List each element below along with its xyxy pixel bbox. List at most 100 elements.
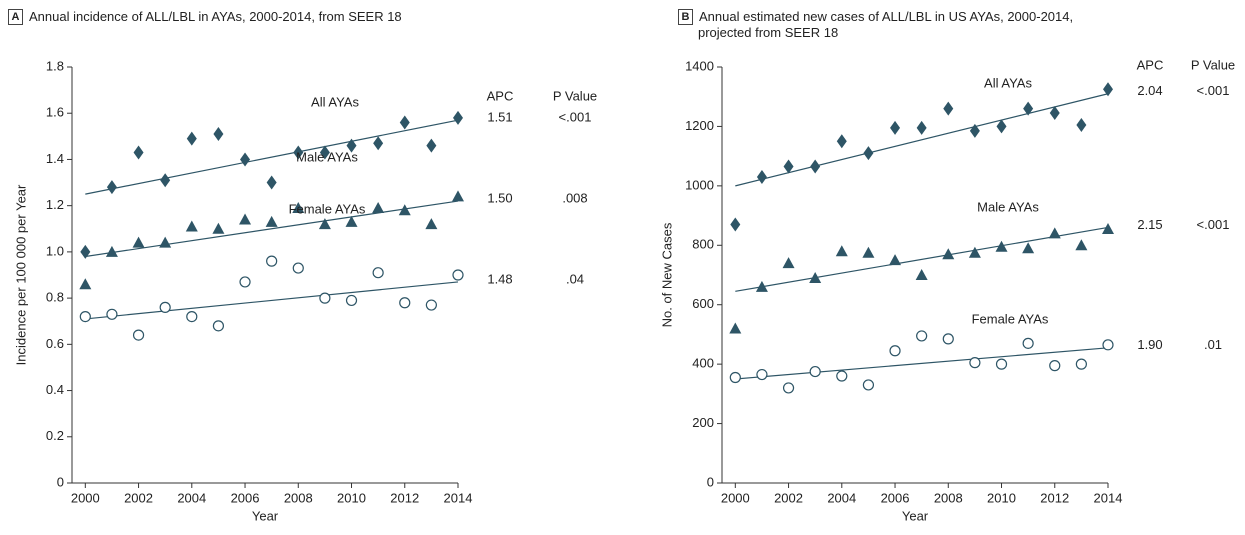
point	[293, 145, 304, 160]
point	[132, 236, 145, 248]
y-tick-label: 0.8	[46, 290, 64, 305]
point	[890, 120, 901, 135]
y-tick-label: 1000	[685, 177, 714, 192]
point	[836, 134, 847, 149]
point	[239, 213, 252, 225]
point	[996, 119, 1007, 134]
panel-letter: A	[8, 9, 23, 25]
apc-value: 1.90	[1137, 337, 1162, 352]
point	[319, 292, 331, 304]
x-tick-label: 2010	[337, 490, 366, 505]
point	[372, 267, 384, 279]
point	[969, 123, 980, 138]
point	[373, 136, 384, 151]
y-tick-label: 1.2	[46, 197, 64, 212]
series-label: Female AYAs	[289, 201, 366, 216]
y-tick-label: 600	[692, 296, 714, 311]
apc-value: 1.51	[487, 110, 512, 125]
point	[212, 320, 225, 332]
point	[159, 301, 171, 313]
trend-line	[85, 119, 459, 195]
point	[809, 365, 821, 378]
point	[398, 204, 411, 216]
point	[318, 218, 331, 230]
point	[916, 120, 927, 135]
point	[782, 257, 795, 269]
point	[186, 131, 197, 146]
point	[79, 278, 92, 290]
point	[240, 152, 251, 167]
panel-title: B Annual estimated new cases of ALL/LBL i…	[678, 9, 1098, 40]
p-value: <.001	[559, 110, 592, 125]
x-tick-label: 2012	[1040, 490, 1069, 505]
point	[756, 169, 767, 184]
y-tick-label: 0.4	[46, 382, 64, 397]
point	[185, 220, 198, 232]
series-label: Male AYAs	[977, 199, 1039, 214]
point	[1075, 239, 1088, 251]
point	[239, 276, 251, 288]
y-tick-label: 1.0	[46, 243, 64, 258]
point	[159, 236, 172, 248]
point	[106, 308, 118, 320]
point	[968, 246, 981, 258]
y-tick-label: 0	[707, 474, 714, 489]
point	[809, 271, 822, 283]
y-tick-label: 0.6	[46, 336, 64, 351]
point	[1076, 117, 1087, 132]
x-tick-label: 2008	[934, 490, 963, 505]
point	[1102, 339, 1114, 351]
point	[79, 311, 91, 323]
point	[942, 333, 954, 345]
apc-value: 2.04	[1137, 83, 1162, 98]
point	[916, 330, 928, 342]
apc-value: 2.15	[1137, 217, 1162, 232]
point	[292, 201, 305, 213]
point	[943, 101, 954, 116]
point	[452, 190, 464, 202]
y-axis-label: No. of New Cases	[659, 222, 674, 327]
point	[106, 180, 117, 195]
y-tick-label: 0.2	[46, 428, 64, 443]
trend-line	[735, 93, 1109, 187]
point	[266, 175, 277, 190]
point	[1022, 337, 1034, 349]
title: Annual incidence of ALL/LBL in AYAs, 200…	[29, 9, 402, 24]
point	[292, 262, 304, 274]
point	[810, 159, 821, 174]
panel-title: A Annual incidence of ALL/LBL in AYAs, 20…	[8, 9, 428, 25]
p-header: P Value	[1191, 57, 1235, 72]
x-tick-label: 2012	[390, 490, 419, 505]
series-label: All AYAs	[984, 75, 1032, 90]
y-tick-label: 1.4	[46, 151, 64, 166]
point	[756, 368, 768, 381]
trend-line	[85, 200, 459, 258]
point	[729, 322, 742, 334]
point	[186, 311, 198, 323]
point	[80, 244, 91, 259]
apc-header: APC	[487, 88, 514, 103]
point	[915, 269, 928, 280]
point	[1048, 227, 1061, 239]
p-value: <.001	[1197, 83, 1230, 98]
x-tick-label: 2002	[774, 490, 803, 505]
apc-value: 1.48	[487, 271, 512, 286]
point	[372, 201, 385, 213]
series-label: Male AYAs	[296, 149, 358, 164]
point	[995, 358, 1008, 370]
y-tick-label: 0	[57, 474, 64, 489]
x-tick-label: 2006	[231, 490, 260, 505]
x-tick-label: 2004	[177, 490, 206, 505]
trend-line	[85, 281, 459, 320]
point	[212, 222, 225, 234]
point	[783, 159, 794, 174]
point	[942, 248, 955, 260]
x-tick-label: 2000	[721, 490, 750, 505]
x-tick-label: 2010	[987, 490, 1016, 505]
point	[835, 245, 848, 257]
apc-value: 1.50	[487, 190, 512, 205]
point	[266, 255, 278, 267]
x-tick-label: 2000	[71, 490, 100, 505]
